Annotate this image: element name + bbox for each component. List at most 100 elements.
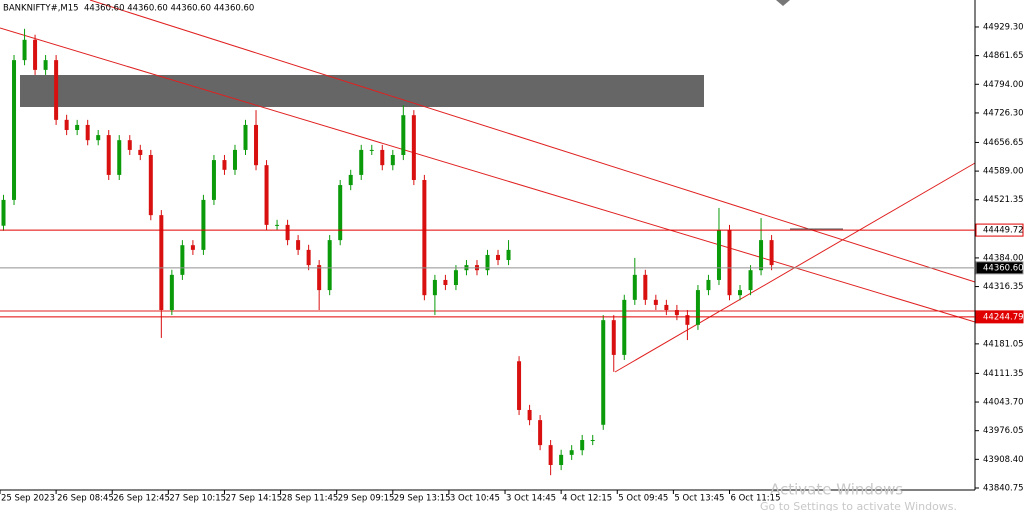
- candle-body: [727, 229, 732, 296]
- candle-body: [54, 60, 59, 120]
- watermark: Go to Settings to activate Windows.: [760, 500, 957, 511]
- candle-body: [559, 454, 564, 466]
- candle-body: [222, 160, 227, 170]
- x-tick-label: 29 Sep 13:15: [394, 494, 451, 504]
- candle-body: [138, 149, 143, 156]
- candle-body: [190, 245, 195, 250]
- x-tick-label: 3 Oct 10:45: [450, 494, 500, 504]
- candle-body: [243, 124, 248, 150]
- y-tick-label: 44111.35: [983, 369, 1024, 379]
- candle-body: [496, 254, 501, 261]
- candle-body: [580, 440, 585, 451]
- x-tick-label: 29 Sep 09:15: [338, 494, 395, 504]
- zone-rectangle: [20, 75, 704, 107]
- price-label: 44449.72: [983, 226, 1024, 236]
- candle-body: [317, 265, 322, 291]
- y-tick-label: 44861.65: [983, 51, 1024, 61]
- y-tick-label: 44656.65: [983, 138, 1024, 148]
- candle-body: [422, 179, 427, 296]
- candle-body: [106, 135, 111, 175]
- candle-body: [443, 279, 448, 286]
- candle-body: [43, 60, 48, 70]
- candle-body: [148, 155, 153, 216]
- candle-body: [306, 249, 311, 266]
- y-tick-label: 44316.35: [983, 282, 1024, 292]
- candle-body: [369, 149, 374, 151]
- candle-body: [117, 140, 122, 175]
- candle-body: [695, 290, 700, 325]
- candle-body: [254, 124, 259, 166]
- candle-body: [33, 39, 38, 70]
- candle-body: [506, 249, 511, 261]
- candle-body: [96, 135, 101, 141]
- candle-body: [748, 270, 753, 291]
- candle-body: [327, 240, 332, 291]
- candle-body: [517, 361, 522, 410]
- price-label: 44244.79: [983, 312, 1024, 322]
- y-tick-label: 44929.30: [983, 22, 1024, 32]
- candle-body: [85, 124, 90, 141]
- x-tick-label: 27 Sep 14:15: [225, 494, 282, 504]
- x-tick-label: 25 Sep 2023: [1, 494, 55, 504]
- y-tick-label: 44384.00: [983, 253, 1024, 263]
- candle-body: [159, 215, 164, 311]
- candle-body: [64, 119, 69, 131]
- x-tick-label: 26 Sep 12:45: [113, 494, 170, 504]
- candle-body: [569, 450, 574, 455]
- candle-body: [296, 240, 301, 250]
- y-tick-label: 44726.30: [983, 108, 1024, 118]
- x-tick-label: 28 Sep 11:45: [282, 494, 339, 504]
- candle-body: [738, 290, 743, 296]
- candle-body: [127, 140, 132, 150]
- candle-body: [432, 279, 437, 296]
- candle-body: [201, 199, 206, 250]
- candle-body: [411, 115, 416, 180]
- candle-body: [12, 60, 17, 200]
- candle-body: [653, 299, 658, 305]
- x-tick-label: 4 Oct 12:15: [562, 494, 612, 504]
- y-tick-label: 44521.35: [983, 195, 1024, 205]
- x-tick-label: 5 Oct 09:45: [618, 494, 668, 504]
- y-tick-label: 44043.70: [983, 398, 1024, 408]
- price-label: 44360.60: [983, 263, 1024, 273]
- candle-body: [706, 279, 711, 291]
- candle-body: [232, 149, 237, 170]
- candle-body: [169, 274, 174, 311]
- trend-line: [89, 0, 976, 283]
- candle-body: [538, 420, 543, 446]
- x-tick-label: 5 Oct 13:45: [674, 494, 724, 504]
- y-tick-label: 43908.40: [983, 455, 1024, 465]
- y-tick-label: 43840.75: [983, 483, 1024, 493]
- candle-body: [338, 185, 343, 241]
- candle-body: [180, 245, 185, 275]
- candle-body: [22, 39, 27, 61]
- chart-title: BANKNIFTY#,M15 44360.60 44360.60 44360.6…: [3, 4, 254, 14]
- x-tick-label: 6 Oct 11:15: [730, 494, 780, 504]
- y-tick-label: 44181.05: [983, 339, 1024, 349]
- candle-body: [390, 155, 395, 166]
- candle-body: [359, 149, 364, 175]
- candle-body: [590, 440, 595, 442]
- candle-body: [611, 320, 616, 355]
- candle-body: [453, 270, 458, 286]
- candle-body: [380, 149, 385, 166]
- y-tick-label: 43976.05: [983, 426, 1024, 436]
- candle-body: [211, 160, 216, 200]
- plot: [1, 28, 774, 476]
- candle-body: [622, 299, 627, 355]
- candle-body: [685, 315, 690, 325]
- candle-body: [643, 274, 648, 300]
- candle-body: [348, 174, 353, 186]
- y-tick-label: 44589.00: [983, 167, 1024, 177]
- candle-body: [527, 409, 532, 421]
- trend-line: [0, 27, 976, 323]
- y-tick-label: 44794.00: [983, 80, 1024, 90]
- scroll-marker: [776, 0, 790, 6]
- candle-body: [275, 224, 280, 226]
- candle-body: [485, 254, 490, 271]
- candle-body: [401, 115, 406, 156]
- candle-body: [759, 240, 764, 271]
- candle-body: [1, 199, 6, 226]
- candle-body: [548, 445, 553, 466]
